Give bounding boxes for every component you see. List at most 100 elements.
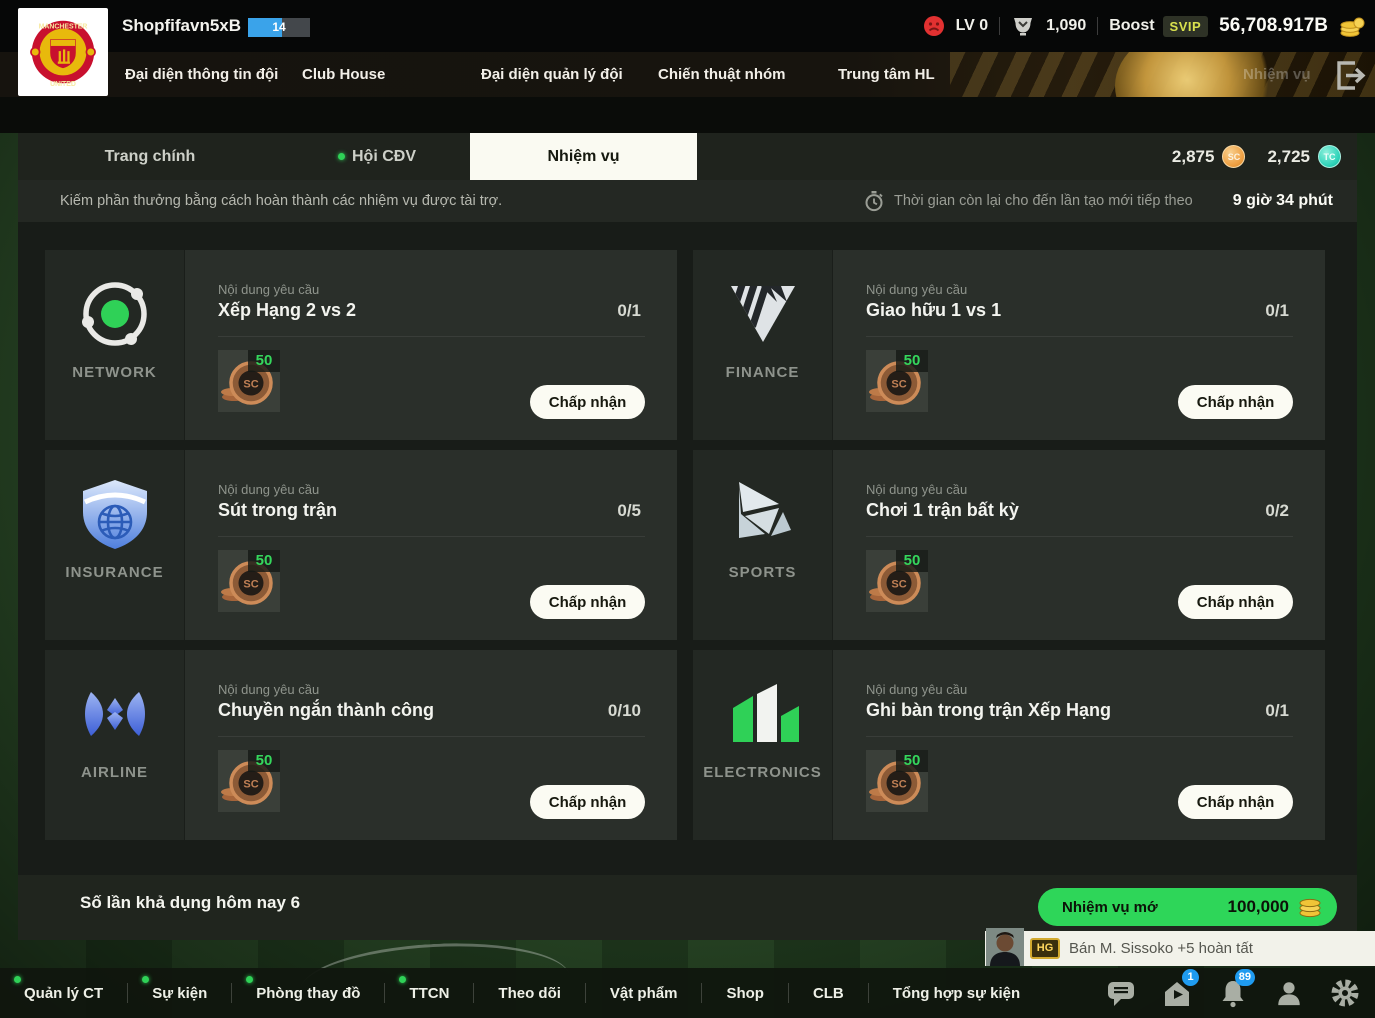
new-mission-cost: 100,000 [1227,897,1289,916]
tab-fan-club[interactable]: Hội CĐV [302,133,452,180]
manchester-united-crest-icon: MANCHESTER UNITED [30,20,96,88]
bottom-nav-label: Tổng hợp sự kiện [892,984,1021,1002]
boost-button[interactable]: Boost SVIP [1109,15,1209,37]
divider [787,983,789,1003]
tc-amount: 2,725 [1267,146,1310,166]
mission-title: Chuyền ngắn thành công [218,700,434,720]
svip-badge: SVIP [1162,15,1209,37]
top-bar: Shopfifavn5xB 14 LV 0 1,090 Boost SVIP [0,0,1375,52]
sponsor-name: AIRLINE [81,764,148,781]
refresh-timer: Thời gian còn lại cho đến lần tạo mới ti… [864,180,1333,222]
requirement-label: Nội dung yêu cầu [218,282,320,297]
reward-amount: 50 [248,350,280,372]
accept-button[interactable]: Chấp nhận [530,385,645,419]
mission-progress: 0/1 [617,301,641,320]
tc-currency: 2,725 TC [1267,145,1341,168]
bottom-nav-transfer-market[interactable]: TTCN [385,975,473,1002]
accept-button[interactable]: Chấp nhận [530,585,645,619]
profile-button[interactable] [1273,977,1305,1009]
bottom-nav-shop[interactable]: Shop [702,985,788,1002]
requirement-label: Nội dung yêu cầu [218,482,320,497]
sc-reward-coin-icon: SC [869,561,921,605]
divider [701,983,703,1003]
reward-item[interactable]: SC 50 [218,550,280,612]
svg-text:UNITED: UNITED [50,81,76,88]
svg-text:SC: SC [891,579,906,591]
mission-card: SPORTS Nội dung yêu cầu Chơi 1 trận bất … [693,450,1325,640]
username: Shopfifavn5xB [122,16,242,35]
bottom-nav-events[interactable]: Sự kiện [128,975,231,1002]
stopwatch-icon [865,191,883,212]
club-crest[interactable]: MANCHESTER UNITED [18,8,108,96]
main-nav: Đại diện thông tin đội Club House Đại di… [0,52,1375,97]
finance-logo-icon [730,286,795,342]
sponsor-name: NETWORK [72,364,157,381]
mission-body: Nội dung yêu cầu Sút trong trận 0/5 SC 5… [185,450,677,640]
reward-item[interactable]: SC 50 [866,550,928,612]
new-mission-label: Nhiệm vụ mớ [1062,898,1158,916]
mission-body: Nội dung yêu cầu Ghi bàn trong trận Xếp … [833,650,1325,840]
exit-button[interactable] [1335,59,1368,92]
nav-club-house[interactable]: Club House [302,66,386,83]
missions-hint: Kiếm phần thưởng bằng cách hoàn thành cá… [60,193,503,209]
sc-coin-icon: SC [1222,145,1246,168]
notifications-button[interactable]: 89 [1217,969,1255,1009]
sponsor-panel: AIRLINE [45,650,185,840]
tab-fan-club-label: Hội CĐV [352,147,416,165]
reward-amount: 50 [896,350,928,372]
tab-home[interactable]: Trang chính [104,147,196,165]
sponsor-panel: INSURANCE [45,450,185,640]
electronics-logo-icon [732,684,799,742]
divider [384,983,386,1003]
bottom-nav-label: Quản lý CT [24,984,104,1002]
nav-team-info[interactable]: Đại diện thông tin đội [125,66,279,83]
divider [584,983,586,1003]
accept-button[interactable]: Chấp nhận [530,785,645,819]
chat-button[interactable] [1105,977,1137,1009]
sc-reward-coin-icon: SC [221,761,273,805]
nav-training-center[interactable]: Trung tâm HL [838,66,935,83]
mission-card: FINANCE Nội dung yêu cầu Giao hữu 1 vs 1… [693,250,1325,440]
new-mission-button[interactable]: Nhiệm vụ mớ 100,000 [1038,888,1337,926]
accept-button[interactable]: Chấp nhận [1178,585,1293,619]
club-home-button[interactable]: 1 [1161,969,1199,1009]
reward-item[interactable]: SC 50 [218,350,280,412]
bottom-nav-squad-management[interactable]: Quản lý CT [0,975,127,1002]
mission-body: Nội dung yêu cầu Chuyền ngắn thành công … [185,650,677,840]
bottom-nav-club[interactable]: CLB [789,985,868,1002]
card-divider [866,536,1293,537]
card-divider [218,736,645,737]
bottom-nav-label: Theo dõi [498,984,561,1002]
bottom-nav-items[interactable]: Vật phẩm [586,985,702,1002]
settings-button[interactable] [1329,977,1361,1009]
accept-button[interactable]: Chấp nhận [1178,385,1293,419]
nav-squad-tactics[interactable]: Chiến thuật nhóm [658,66,786,83]
sponsor-panel: NETWORK [45,250,185,440]
divider [1097,17,1099,35]
sc-reward-coin-icon: SC [869,361,921,405]
reward-item[interactable]: SC 50 [866,350,928,412]
accept-button[interactable]: Chấp nhận [1178,785,1293,819]
svg-text:SC: SC [891,379,906,391]
info-bar: Kiếm phần thưởng bằng cách hoàn thành cá… [18,180,1357,222]
bottom-nav-locker-room[interactable]: Phòng thay đồ [232,975,384,1002]
divider [127,983,129,1003]
airline-logo-icon [84,692,145,736]
currency-display: 2,875 SC 2,725 TC [1172,133,1341,180]
card-divider [218,536,645,537]
transfer-notification[interactable]: HG Bán M. Sissoko +5 hoàn tất [985,928,1375,966]
timer-label: Thời gian còn lại cho đến lần tạo mới ti… [893,193,1193,209]
sponsor-panel: SPORTS [693,450,833,640]
reward-item[interactable]: SC 50 [866,750,928,812]
bottom-nav-following[interactable]: Theo dõi [474,985,585,1002]
top-bar-right: LV 0 1,090 Boost SVIP 56,708.917B [923,0,1365,52]
bottom-nav-event-summary[interactable]: Tổng hợp sự kiện [869,985,1044,1002]
reward-item[interactable]: SC 50 [218,750,280,812]
nav-team-management[interactable]: Đại diện quản lý đội [481,66,623,83]
svg-text:SC: SC [243,579,258,591]
sc-reward-coin-icon: SC [221,361,273,405]
tab-missions[interactable]: Nhiệm vụ [470,133,697,180]
level-value: 14 [272,20,286,34]
home-badge: 1 [1182,969,1199,986]
